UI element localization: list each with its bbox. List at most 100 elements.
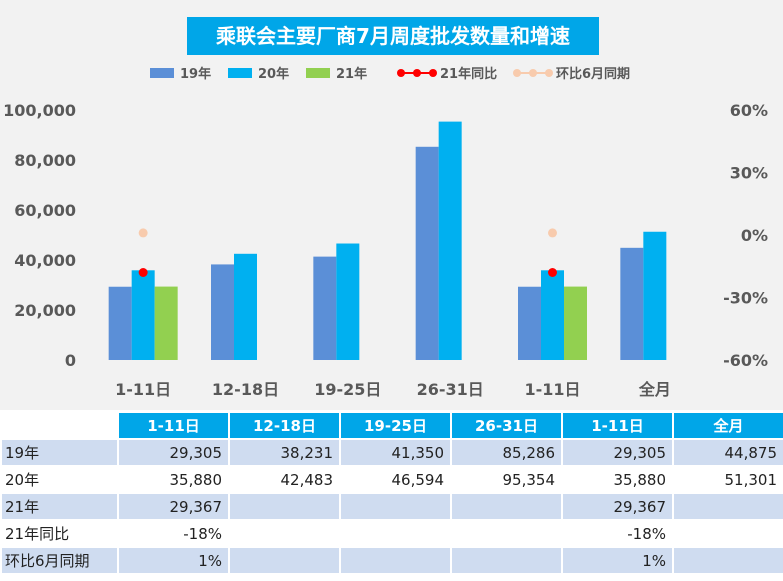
left-axis-tick-label: 20,000 <box>14 301 76 320</box>
right-axis: -60% -30% 0% 30% 60% <box>723 101 768 370</box>
left-axis-tick-label: 80,000 <box>14 151 76 170</box>
table-cell <box>228 546 341 575</box>
table-row: 20年 35,880 42,483 46,594 95,354 35,880 5… <box>0 465 783 494</box>
table-cell: 1% <box>561 546 674 575</box>
table-cell: 46,594 <box>339 465 452 494</box>
table-cell <box>672 546 783 575</box>
bars <box>108 121 667 361</box>
x-axis-tick-label: 19-25日 <box>314 380 381 399</box>
legend-marker <box>513 69 521 77</box>
table-header-cell: 26-31日 <box>450 411 563 440</box>
bar-19年 <box>518 286 541 360</box>
table-cell: -18% <box>117 519 230 548</box>
row-label: 21年 <box>0 492 119 521</box>
chart-title-box <box>187 17 599 55</box>
table-cell <box>450 546 563 575</box>
table-cell: 35,880 <box>561 465 674 494</box>
table-header-cell: 1-11日 <box>117 411 230 440</box>
x-axis-tick-label: 1-11日 <box>115 380 171 399</box>
legend-label: 20年 <box>258 66 289 82</box>
table-cell: 42,483 <box>228 465 341 494</box>
bar-20年 <box>234 253 257 360</box>
x-axis-tick-label: 26-31日 <box>417 380 484 399</box>
table-cell: 95,354 <box>450 465 563 494</box>
row-label: 环比6月同期 <box>0 546 119 575</box>
table-row: 21年 29,367 29,367 <box>0 492 783 521</box>
bar-20年 <box>336 243 360 360</box>
legend-label: 21年同比 <box>440 66 497 82</box>
table-cell: 35,880 <box>117 465 230 494</box>
bar-19年 <box>313 256 337 360</box>
bar-20年 <box>541 270 564 360</box>
row-label: 21年同比 <box>0 519 119 548</box>
legend-swatch <box>228 68 252 78</box>
row-label: 20年 <box>0 465 119 494</box>
bar-19年 <box>108 286 132 360</box>
table-header-row: 1-11日 12-18日 19-25日 26-31日 1-11日 全月 <box>0 411 783 440</box>
bar-19年 <box>415 146 439 360</box>
bar-chart: 乘联会主要厂商7月周度批发数量和增速 19年 20年 21年 21年同比 环比6月同期 … <box>3 17 768 399</box>
table-cell: 85,286 <box>450 438 563 467</box>
x-axis-labels: 1-11日 12-18日 19-25日 26-31日 1-11日 全月 <box>115 380 671 399</box>
table-cell: 29,367 <box>561 492 674 521</box>
table-row: 环比6月同期 1% 1% <box>0 546 783 575</box>
marker-环比6月同期 <box>548 228 557 238</box>
legend-label: 环比6月同期 <box>556 66 630 82</box>
bar-21年 <box>154 286 178 360</box>
bar-21年 <box>564 286 587 360</box>
markers <box>138 228 557 277</box>
table-cell: 51,301 <box>672 465 783 494</box>
table-header-cell: 1-11日 <box>561 411 674 440</box>
left-axis-tick-label: 100,000 <box>3 101 76 120</box>
legend: 19年 20年 21年 21年同比 环比6月同期 <box>150 66 630 82</box>
table-corner <box>0 411 119 440</box>
marker-环比6月同期 <box>138 228 148 238</box>
chart-area: 乘联会主要厂商7月周度批发数量和增速 19年 20年 21年 21年同比 环比6月同期 … <box>0 0 783 410</box>
table-cell <box>339 546 452 575</box>
legend-swatch <box>306 68 330 78</box>
legend-marker <box>429 69 437 77</box>
table-row: 19年 29,305 38,231 41,350 85,286 29,305 4… <box>0 438 783 467</box>
data-table: 1-11日 12-18日 19-25日 26-31日 1-11日 全月 19年 … <box>0 411 783 575</box>
legend-swatch <box>150 68 174 78</box>
left-axis-tick-label: 0 <box>65 351 76 370</box>
legend-marker <box>529 69 537 77</box>
table-cell: 38,231 <box>228 438 341 467</box>
table-cell <box>672 519 783 548</box>
table-cell: 1% <box>117 546 230 575</box>
right-axis-tick-label: -60% <box>723 351 768 370</box>
marker-21年同比 <box>138 268 148 277</box>
legend-marker <box>397 69 405 77</box>
bar-19年 <box>211 264 234 360</box>
table-cell: 29,305 <box>117 438 230 467</box>
right-axis-tick-label: -30% <box>723 289 768 308</box>
legend-marker <box>545 69 553 77</box>
x-axis-tick-label: 12-18日 <box>212 380 279 399</box>
table-cell: -18% <box>561 519 674 548</box>
table-cell <box>228 519 341 548</box>
legend-marker <box>413 69 421 77</box>
right-axis-tick-label: 60% <box>730 101 768 120</box>
table-header-cell: 12-18日 <box>228 411 341 440</box>
table-cell <box>450 519 563 548</box>
table-cell <box>339 492 452 521</box>
row-label: 19年 <box>0 438 119 467</box>
bar-19年 <box>620 247 644 360</box>
table-cell: 44,875 <box>672 438 783 467</box>
table-cell <box>339 519 452 548</box>
bar-20年 <box>643 231 667 360</box>
bar-20年 <box>438 121 462 361</box>
bar-20年 <box>131 270 155 360</box>
table-cell <box>228 492 341 521</box>
x-axis-tick-label: 全月 <box>638 380 671 399</box>
right-axis-tick-label: 30% <box>730 164 768 183</box>
chart-title: 乘联会主要厂商7月周度批发数量和增速 <box>215 24 570 48</box>
right-axis-tick-label: 0% <box>741 226 768 245</box>
legend-label: 19年 <box>180 66 211 82</box>
table-cell: 29,367 <box>117 492 230 521</box>
table-cell <box>672 492 783 521</box>
x-axis-tick-label: 1-11日 <box>524 380 580 399</box>
table-cell: 41,350 <box>339 438 452 467</box>
table-header-cell: 19-25日 <box>339 411 452 440</box>
marker-21年同比 <box>548 268 557 277</box>
